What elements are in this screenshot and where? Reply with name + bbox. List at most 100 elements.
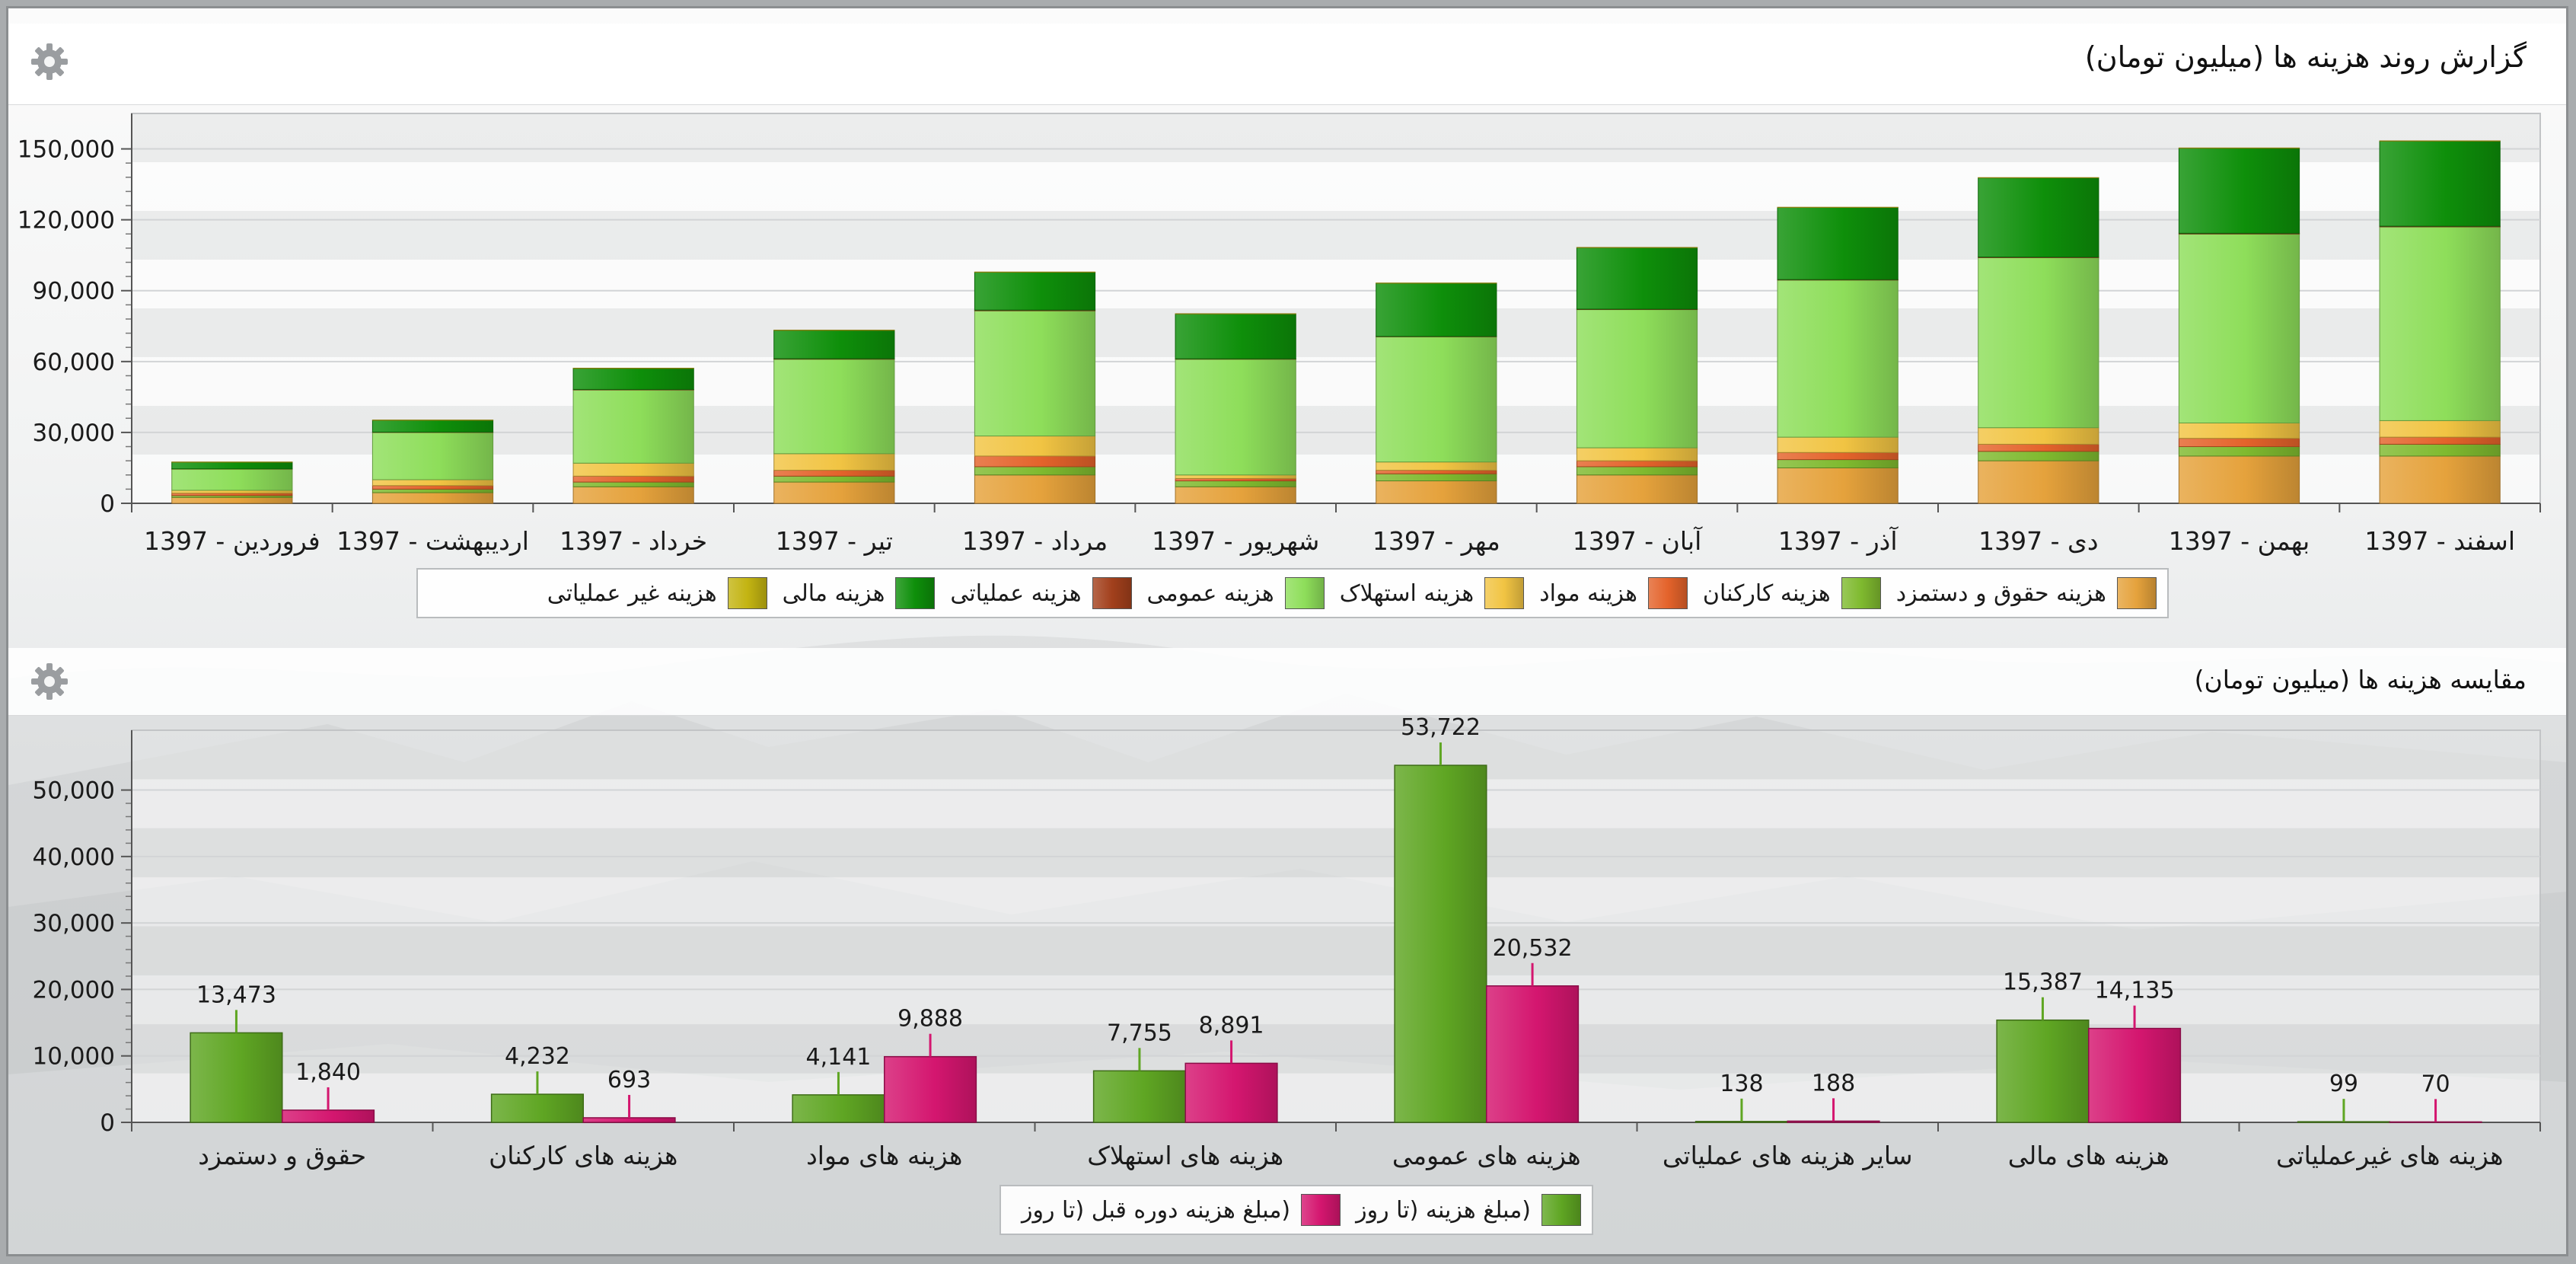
stacked-bar-segment [1777, 279, 1899, 438]
y-tick-label: 40,000 [33, 844, 115, 871]
legend-label: هزینه حقوق و دستمزد [1895, 579, 2106, 607]
stacked-bar-segment [974, 436, 1096, 457]
legend-item[interactable]: هزینه کارکنان [1703, 577, 1881, 609]
legend-label: هزینه استهلاک [1339, 579, 1475, 607]
data-label: 20,532 [1493, 935, 1573, 962]
legend-swatch [1484, 577, 1525, 609]
x-category-label: فروردین - 1397 [144, 526, 320, 556]
stacked-bar-segment [371, 479, 494, 487]
x-category-label: خرداد - 1397 [560, 526, 707, 556]
legend-item[interactable]: هزینه مالی [783, 577, 936, 609]
stacked-bar-segment [2178, 233, 2300, 423]
x-category-label: مرداد - 1397 [962, 526, 1108, 556]
data-label: 1,840 [295, 1059, 361, 1086]
stacked-bar-segment [2178, 422, 2300, 439]
x-category-label: آبان - 1397 [1573, 526, 1703, 556]
data-label: 8,891 [1199, 1012, 1264, 1039]
legend-item[interactable]: هزینه عملیاتی [950, 577, 1132, 609]
legend-item[interactable]: (مبلغ هزینه دوره قبل (تا روز [1022, 1194, 1341, 1226]
stacked-bar-segment [1175, 313, 1296, 359]
data-label: 138 [1720, 1071, 1763, 1097]
stacked-bar-segment [572, 368, 694, 390]
comparison-chart-title: مقایسه هزینه ها (میلیون تومان) [2194, 665, 2527, 694]
stacked-bar-segment [773, 481, 895, 504]
legend-item[interactable]: هزینه مواد [1539, 577, 1688, 609]
legend-label: هزینه کارکنان [1702, 579, 1831, 607]
x-category-label: حقوق و دستمزد [198, 1141, 366, 1170]
stacked-bar-segment [572, 389, 694, 464]
data-label: 70 [2421, 1071, 2450, 1097]
stacked-bar-segment [1175, 474, 1296, 479]
data-label: 188 [1812, 1070, 1855, 1096]
stacked-bar-segment [2178, 148, 2300, 234]
stacked-bar-segment [1376, 473, 1497, 482]
data-label: 13,473 [196, 982, 276, 1008]
data-label: 99 [2329, 1071, 2358, 1097]
y-tick-label: 0 [100, 1109, 115, 1137]
stacked-bar-segment [371, 492, 494, 504]
trend-chart-legend: هزینه حقوق و دستمزد هزینه کارکنان هزینه مو… [416, 568, 2169, 618]
stacked-bar-segment [1576, 460, 1698, 468]
stacked-bar-segment [1978, 460, 2099, 504]
data-label: 4,141 [805, 1044, 871, 1071]
y-tick-label: 0 [100, 490, 115, 518]
data-label: 53,722 [1401, 715, 1481, 741]
legend-swatch [895, 577, 936, 609]
plot-band [132, 260, 2540, 308]
stacked-bar-segment [2178, 438, 2300, 448]
bar [190, 1032, 283, 1123]
plot-band [132, 162, 2540, 211]
legend-label: هزینه غیر عملیاتی [547, 579, 717, 607]
y-tick-label: 120,000 [18, 207, 115, 235]
bar [490, 1093, 584, 1123]
stacked-bar-segment [1376, 480, 1497, 504]
stacked-bar-segment [1376, 461, 1497, 471]
stacked-bar-segment [1978, 427, 2099, 445]
x-category-label: هزینه های کارکنان [489, 1141, 677, 1170]
stacked-bar-segment [1978, 177, 2099, 258]
legend-item[interactable]: (مبلغ هزینه (تا روز [1356, 1194, 1581, 1226]
y-tick-label: 30,000 [33, 910, 115, 937]
x-category-label: هزینه های استهلاک [1087, 1141, 1283, 1170]
data-label: 15,387 [2003, 969, 2083, 996]
bar [582, 1117, 676, 1123]
y-tick-label: 50,000 [33, 777, 115, 805]
data-label: 7,755 [1107, 1020, 1172, 1046]
stacked-bar-segment [1376, 336, 1497, 463]
stacked-bar-segment [773, 453, 895, 471]
stacked-bar-segment [1175, 486, 1296, 504]
legend-item[interactable]: هزینه عمومی [1147, 577, 1325, 609]
gear-icon[interactable] [28, 660, 71, 703]
stacked-bar-segment [371, 488, 494, 493]
stacked-bar-segment [773, 359, 895, 455]
legend-item[interactable]: هزینه استهلاک [1340, 577, 1525, 609]
stacked-bar-segment [974, 272, 1096, 311]
stacked-bar-segment [2379, 420, 2501, 438]
stacked-bar-segment [171, 461, 293, 470]
legend-label: هزینه عمومی [1146, 579, 1274, 607]
x-category-label: شهریور - 1397 [1152, 526, 1319, 556]
x-category-label: اسفند - 1397 [2364, 526, 2515, 556]
gear-icon[interactable] [28, 40, 71, 83]
stacked-bar-segment [171, 496, 293, 504]
legend-item[interactable]: هزینه غیر عملیاتی [547, 577, 767, 609]
data-label: 14,135 [2095, 978, 2175, 1004]
y-tick-label: 150,000 [18, 136, 115, 164]
stacked-bar-segment [2178, 455, 2300, 504]
stacked-bar-segment [371, 485, 494, 490]
stacked-bar-segment [1978, 443, 2099, 452]
legend-label: (مبلغ هزینه (تا روز [1356, 1196, 1531, 1224]
bar [282, 1109, 375, 1123]
bar [2088, 1027, 2182, 1123]
trend-chart-title: گزارش روند هزینه ها (میلیون تومان) [2084, 40, 2527, 74]
y-tick-label: 30,000 [33, 420, 115, 447]
x-category-label: آذر - 1397 [1778, 526, 1899, 556]
comparison-panel-header: مقایسه هزینه ها (میلیون تومان) [8, 648, 2566, 716]
plot-band [132, 779, 2540, 828]
legend-label: هزینه مالی [782, 579, 885, 607]
stacked-bar-segment [1777, 452, 1899, 461]
stacked-bar-segment [1978, 451, 2099, 461]
x-category-label: اردیبهشت - 1397 [336, 526, 529, 556]
legend-item[interactable]: هزینه حقوق و دستمزد [1896, 577, 2157, 609]
data-label: 4,232 [505, 1043, 570, 1070]
